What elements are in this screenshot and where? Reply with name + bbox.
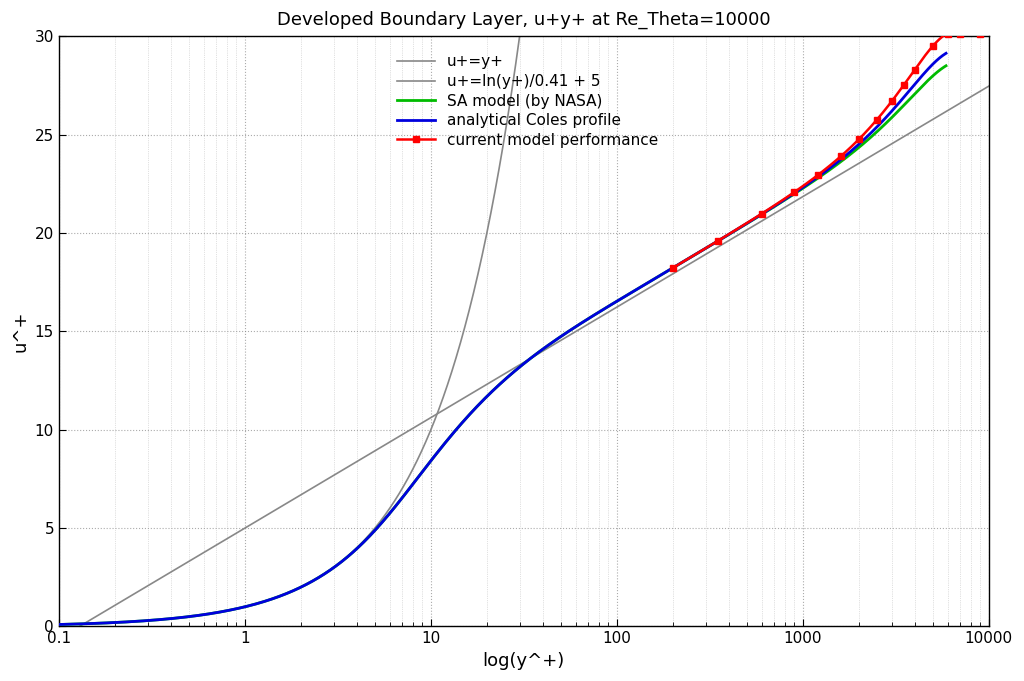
SA model (by NASA) <box>200 610 212 618</box>
u+=ln(y+)/0.41 + 5 <box>0 668 9 676</box>
u+=ln(y+)/0.41 + 5 <box>638 287 650 295</box>
analytical Coles profile <box>266 595 279 603</box>
current model performance <box>811 171 823 179</box>
current model performance <box>898 80 910 89</box>
u+=ln(y+)/0.41 + 5 <box>983 82 995 90</box>
X-axis label: log(y^+): log(y^+) <box>482 652 565 670</box>
current model performance <box>788 188 801 196</box>
current model performance <box>886 97 898 106</box>
Line: analytical Coles profile: analytical Coles profile <box>3 53 946 625</box>
current model performance <box>974 30 986 38</box>
current model performance <box>870 116 883 124</box>
Line: current model performance: current model performance <box>670 31 983 270</box>
u+=ln(y+)/0.41 + 5 <box>176 561 188 569</box>
u+=y+ <box>0 621 9 629</box>
current model performance <box>712 237 724 245</box>
Line: SA model (by NASA): SA model (by NASA) <box>3 66 946 625</box>
Line: u+=ln(y+)/0.41 + 5: u+=ln(y+)/0.41 + 5 <box>3 86 989 672</box>
u+=y+ <box>176 614 188 622</box>
current model performance <box>853 136 865 144</box>
SA model (by NASA) <box>0 621 9 629</box>
analytical Coles profile <box>439 439 452 447</box>
current model performance <box>927 42 939 50</box>
Title: Developed Boundary Layer, u+y+ at Re_Theta=10000: Developed Boundary Layer, u+y+ at Re_The… <box>278 11 771 29</box>
u+=ln(y+)/0.41 + 5 <box>374 444 386 452</box>
Line: u+=y+: u+=y+ <box>3 0 989 625</box>
analytical Coles profile <box>302 580 314 588</box>
analytical Coles profile <box>24 621 36 629</box>
Y-axis label: u^+: u^+ <box>11 311 29 352</box>
current model performance <box>954 30 967 38</box>
current model performance <box>667 264 679 272</box>
SA model (by NASA) <box>302 580 314 588</box>
current model performance <box>941 30 953 38</box>
analytical Coles profile <box>523 355 536 364</box>
analytical Coles profile <box>0 621 9 629</box>
current model performance <box>908 65 921 74</box>
current model performance <box>756 210 768 218</box>
Legend: u+=y+, u+=ln(y+)/0.41 + 5, SA model (by NASA), analytical Coles profile, current: u+=y+, u+=ln(y+)/0.41 + 5, SA model (by … <box>392 50 663 153</box>
current model performance <box>835 152 847 160</box>
u+=ln(y+)/0.41 + 5 <box>807 186 819 194</box>
SA model (by NASA) <box>523 355 536 364</box>
analytical Coles profile <box>200 610 212 618</box>
SA model (by NASA) <box>439 439 452 447</box>
analytical Coles profile <box>940 49 952 57</box>
SA model (by NASA) <box>24 621 36 629</box>
u+=ln(y+)/0.41 + 5 <box>588 317 600 325</box>
SA model (by NASA) <box>266 595 279 603</box>
u+=y+ <box>374 518 386 526</box>
u+=ln(y+)/0.41 + 5 <box>732 231 744 239</box>
SA model (by NASA) <box>940 62 952 70</box>
